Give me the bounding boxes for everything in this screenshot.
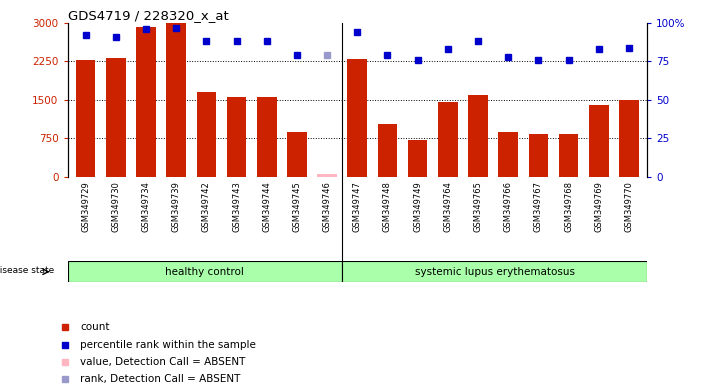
Bar [317, 174, 337, 177]
Bar [227, 97, 247, 177]
Bar [378, 124, 397, 177]
Text: GSM349739: GSM349739 [171, 181, 181, 232]
Text: percentile rank within the sample: percentile rank within the sample [80, 339, 256, 349]
Text: GDS4719 / 228320_x_at: GDS4719 / 228320_x_at [68, 9, 228, 22]
Text: GSM349749: GSM349749 [413, 181, 422, 232]
Text: GSM349746: GSM349746 [323, 181, 331, 232]
Text: GSM349765: GSM349765 [474, 181, 483, 232]
Bar [408, 140, 427, 177]
Text: GSM349767: GSM349767 [534, 181, 543, 232]
Bar [619, 100, 638, 177]
Text: GSM349769: GSM349769 [594, 181, 603, 232]
Bar [559, 134, 578, 177]
Bar [196, 92, 216, 177]
Text: GSM349764: GSM349764 [444, 181, 452, 232]
Bar [137, 27, 156, 177]
Bar [498, 132, 518, 177]
Text: GSM349743: GSM349743 [232, 181, 241, 232]
Text: count: count [80, 322, 109, 332]
Bar [468, 95, 488, 177]
Bar [348, 60, 367, 177]
Text: healthy control: healthy control [166, 266, 244, 277]
Bar [76, 60, 95, 177]
Text: disease state: disease state [0, 266, 54, 275]
Text: GSM349766: GSM349766 [503, 181, 513, 232]
Bar [342, 261, 647, 282]
Text: GSM349742: GSM349742 [202, 181, 211, 232]
Bar [106, 58, 126, 177]
Bar [438, 102, 458, 177]
Text: GSM349734: GSM349734 [141, 181, 151, 232]
Text: value, Detection Call = ABSENT: value, Detection Call = ABSENT [80, 357, 245, 367]
Text: GSM349744: GSM349744 [262, 181, 271, 232]
Bar [528, 134, 548, 177]
Text: GSM349745: GSM349745 [292, 181, 301, 232]
Text: GSM349770: GSM349770 [624, 181, 634, 232]
Text: systemic lupus erythematosus: systemic lupus erythematosus [415, 266, 574, 277]
Bar [257, 97, 277, 177]
Bar [68, 261, 342, 282]
Bar [287, 132, 306, 177]
Bar [589, 105, 609, 177]
Text: rank, Detection Call = ABSENT: rank, Detection Call = ABSENT [80, 374, 240, 384]
Text: GSM349730: GSM349730 [112, 181, 120, 232]
Text: GSM349747: GSM349747 [353, 181, 362, 232]
Bar [166, 23, 186, 177]
Text: GSM349768: GSM349768 [564, 181, 573, 232]
Text: GSM349748: GSM349748 [383, 181, 392, 232]
Text: GSM349729: GSM349729 [81, 181, 90, 232]
